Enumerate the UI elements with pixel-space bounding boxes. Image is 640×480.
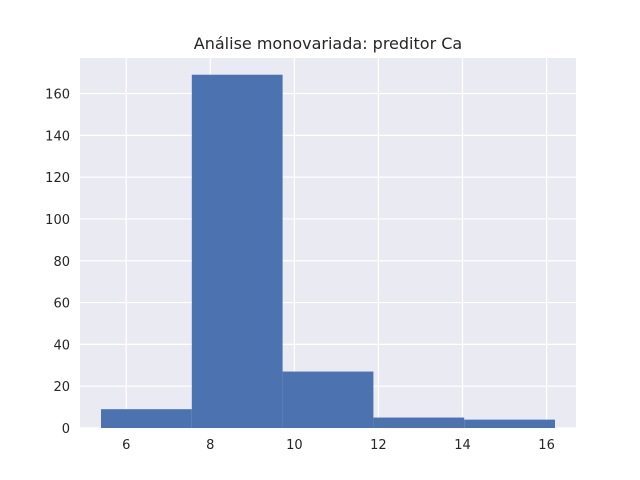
histogram-bar: [101, 409, 192, 428]
y-tick-label: 120: [45, 171, 70, 186]
histogram-bar: [464, 419, 555, 428]
y-tick-label: 60: [53, 297, 70, 312]
x-tick-label: 16: [538, 438, 555, 453]
histogram-bar: [282, 371, 374, 428]
y-tick-label: 160: [45, 88, 70, 103]
y-tick-label: 80: [53, 255, 70, 270]
histogram-bar: [373, 417, 465, 428]
y-tick-label: 40: [53, 338, 70, 353]
x-tick-label: 10: [286, 438, 303, 453]
y-tick-label: 100: [45, 213, 70, 228]
y-tick-label: 20: [53, 380, 70, 395]
x-tick-label: 8: [206, 438, 214, 453]
x-tick-label: 6: [122, 438, 130, 453]
x-tick-label: 14: [454, 438, 471, 453]
x-tick-label: 12: [370, 438, 387, 453]
y-tick-label: 0: [62, 422, 70, 437]
plot-background: [80, 58, 576, 428]
chart-title: Análise monovariada: preditor Ca: [194, 34, 462, 53]
y-tick-label: 140: [45, 129, 70, 144]
histogram-bar: [191, 74, 283, 428]
